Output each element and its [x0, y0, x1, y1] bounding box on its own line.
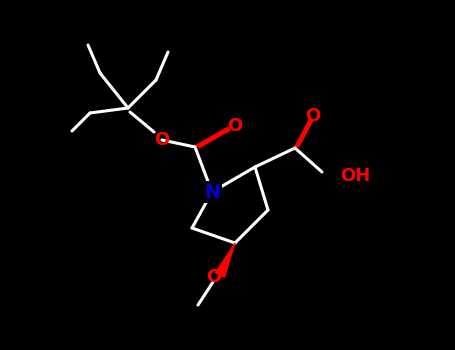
Text: OH: OH	[340, 167, 370, 185]
Text: O: O	[228, 117, 243, 135]
Text: N: N	[204, 182, 220, 202]
Text: O: O	[207, 268, 222, 286]
Polygon shape	[216, 243, 235, 277]
Text: N: N	[204, 182, 220, 202]
Text: O: O	[305, 107, 321, 125]
Text: O: O	[154, 131, 170, 149]
